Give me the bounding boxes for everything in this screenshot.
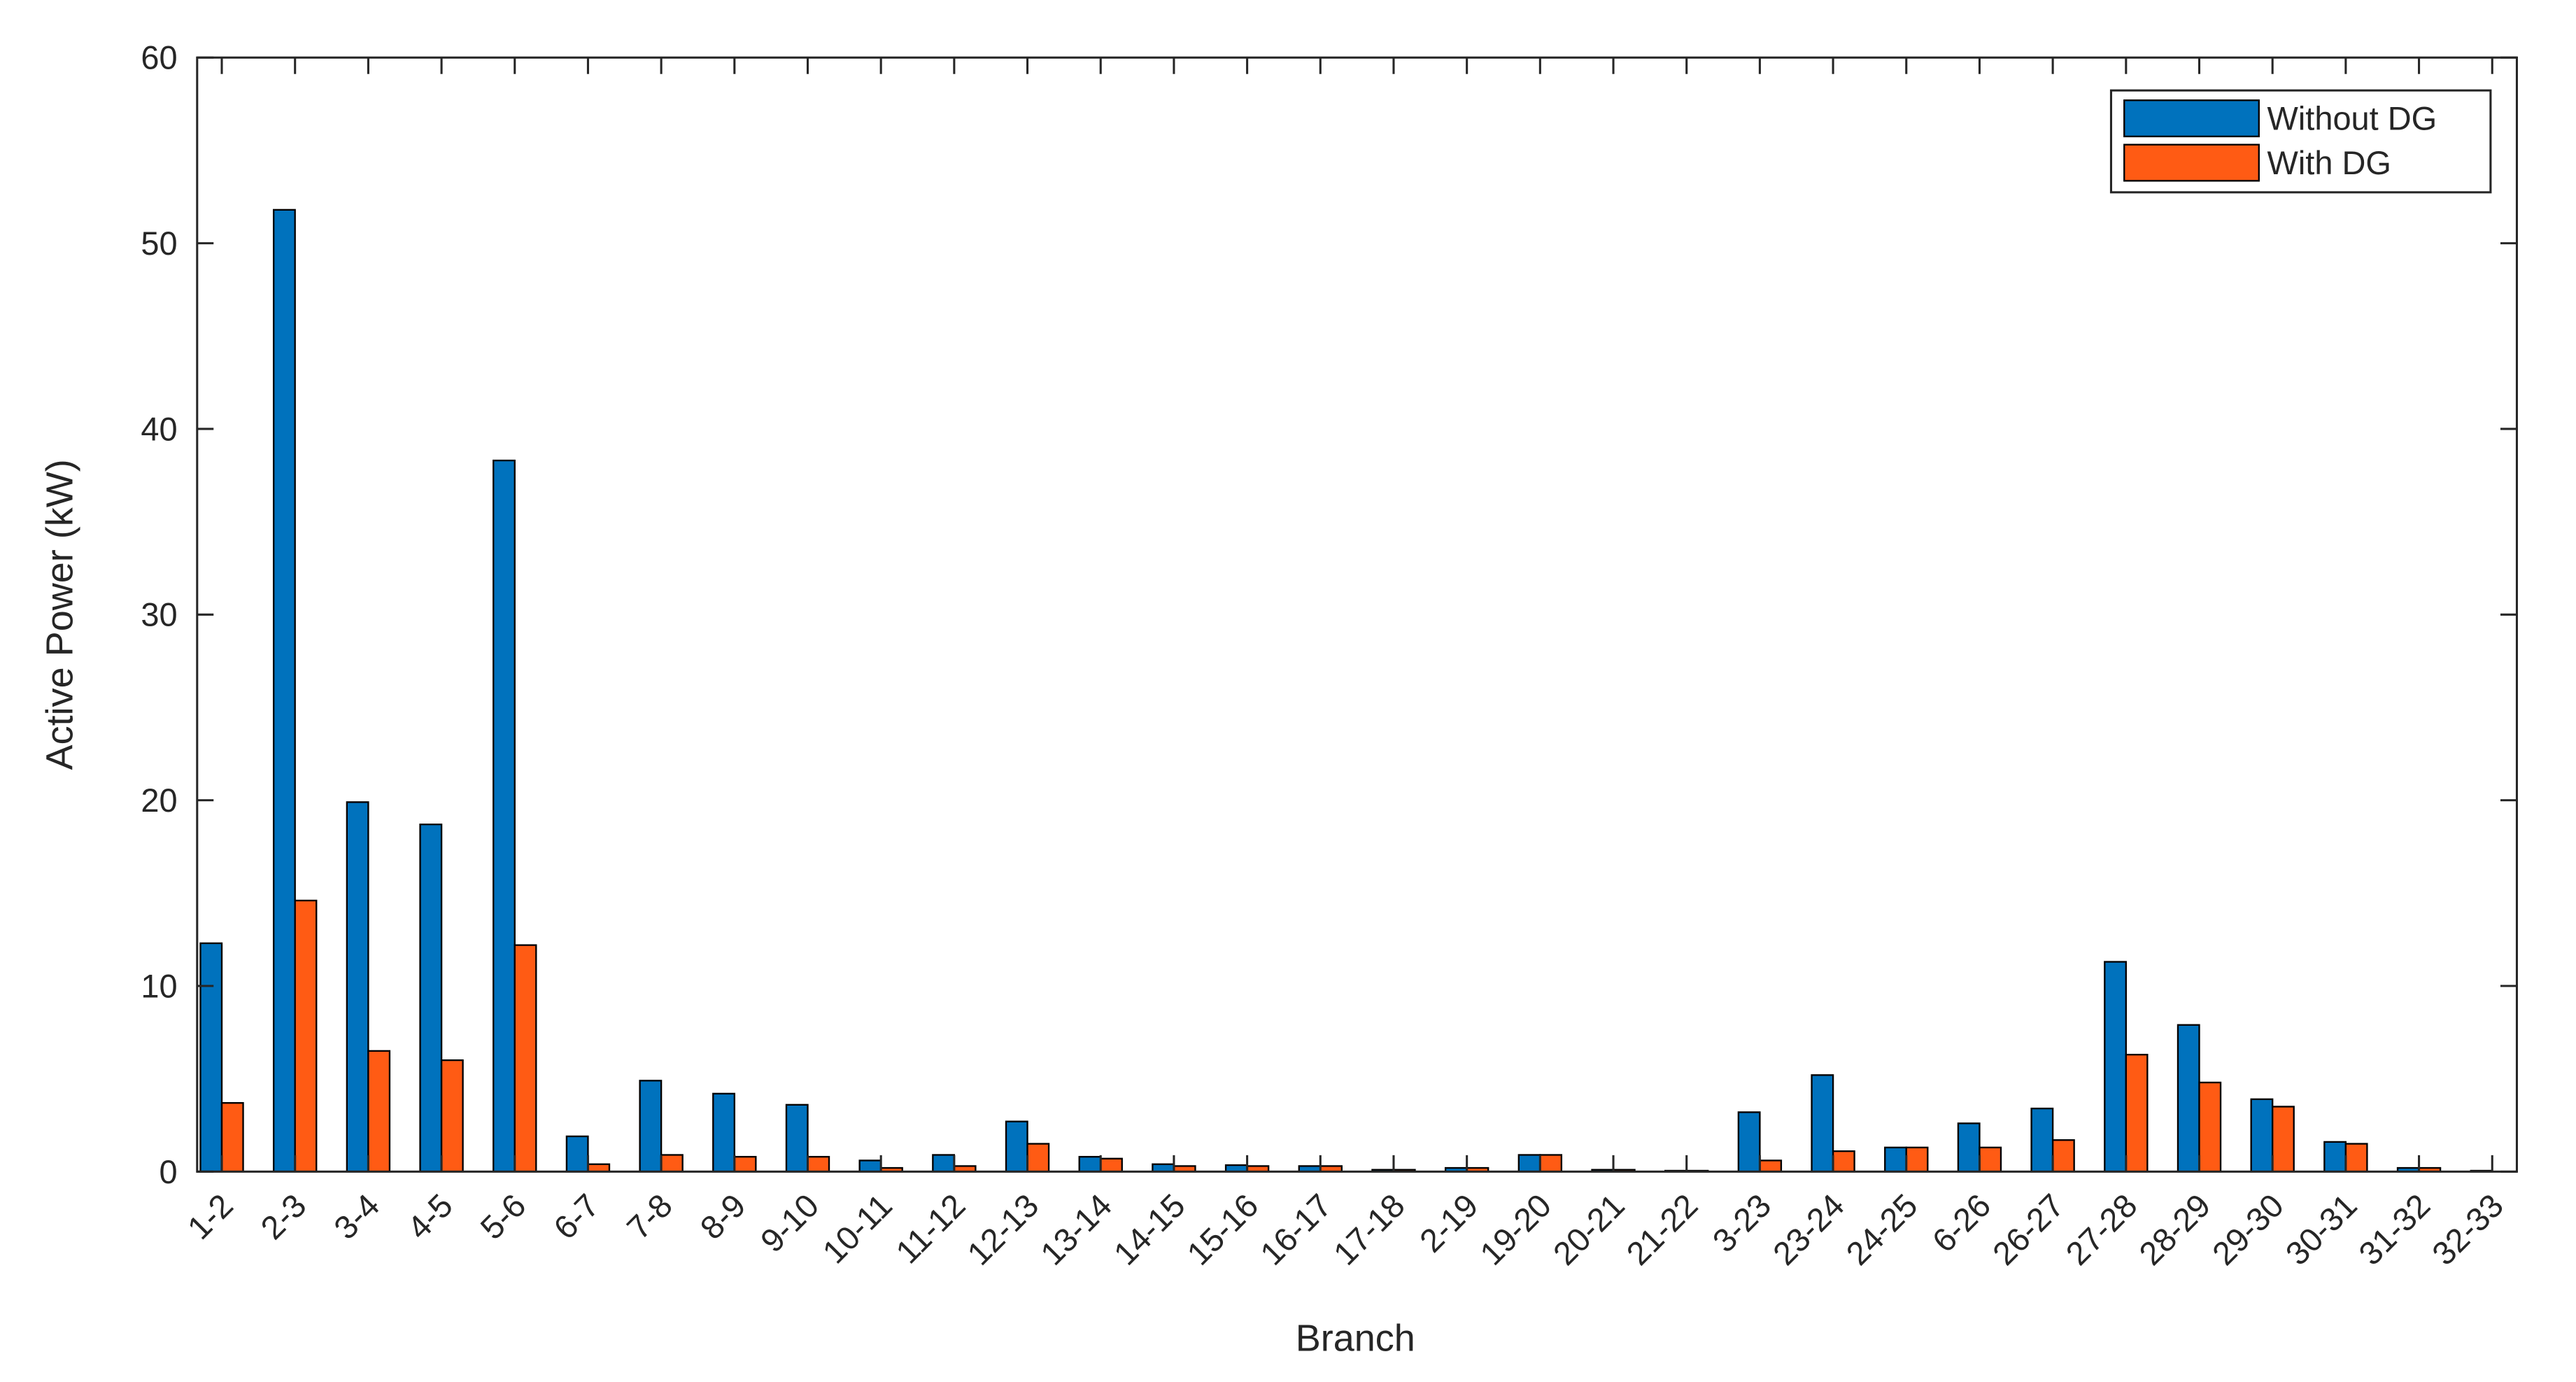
x-tick-label: 12-13 <box>960 1187 1045 1272</box>
bar <box>807 1155 830 1173</box>
bar <box>712 1092 735 1173</box>
bar <box>367 1050 391 1173</box>
bar <box>220 1101 244 1173</box>
bar <box>1517 1154 1541 1173</box>
bar <box>660 1154 684 1173</box>
x-tick-label: 6-7 <box>546 1187 606 1246</box>
bar <box>2030 1107 2054 1173</box>
bar <box>2272 1106 2295 1173</box>
x-tick-label: 14-15 <box>1106 1187 1191 1272</box>
bar <box>1979 1146 2002 1173</box>
x-tick-label: 26-27 <box>1986 1187 2071 1272</box>
bar <box>858 1159 882 1173</box>
x-tick-label: 4-5 <box>399 1187 459 1246</box>
bar <box>785 1104 809 1173</box>
bar <box>1539 1154 1563 1173</box>
plot-frame <box>196 56 2518 1173</box>
bar <box>272 209 296 1173</box>
y-tick-label: 30 <box>141 596 177 633</box>
bar <box>1884 1146 1907 1173</box>
x-tick-label: 2-19 <box>1413 1187 1485 1260</box>
x-tick-label: 3-4 <box>327 1187 386 1246</box>
y-tick-label: 60 <box>141 39 177 76</box>
x-tick-label: 28-29 <box>2132 1187 2217 1272</box>
bar <box>2344 1143 2368 1173</box>
x-tick-label: 29-30 <box>2205 1187 2291 1272</box>
bar <box>2125 1054 2149 1173</box>
bar <box>294 899 318 1173</box>
bar <box>1152 1163 1175 1173</box>
bar <box>2104 961 2127 1173</box>
bar <box>199 942 223 1173</box>
bar <box>346 801 369 1173</box>
bar <box>2051 1139 2075 1173</box>
bar <box>1759 1159 1783 1173</box>
bar <box>493 459 516 1173</box>
x-tick-label: 2-3 <box>253 1187 313 1246</box>
bar <box>1100 1157 1123 1173</box>
x-tick-label: 10-11 <box>815 1187 899 1271</box>
x-tick-label: 8-9 <box>693 1187 752 1246</box>
x-tick-label: 1-2 <box>180 1187 239 1246</box>
x-tick-label: 21-22 <box>1619 1187 1704 1272</box>
x-tick-label: 31-32 <box>2351 1187 2437 1272</box>
x-tick-label: 5-6 <box>473 1187 532 1246</box>
x-tick-label: 6-26 <box>1925 1187 1997 1260</box>
x-tick-label: 15-16 <box>1180 1187 1265 1272</box>
x-tick-label: 27-28 <box>2058 1187 2144 1272</box>
y-axis-label: Active Power (kW) <box>38 459 80 770</box>
x-tick-label: 3-23 <box>1705 1187 1778 1260</box>
legend-swatch <box>2123 99 2260 138</box>
y-tick-label: 40 <box>141 410 177 447</box>
x-tick-label: 20-21 <box>1545 1187 1631 1272</box>
bar <box>2323 1141 2347 1173</box>
bar <box>1005 1120 1028 1173</box>
x-tick-label: 17-18 <box>1326 1187 1411 1272</box>
x-tick-label: 7-8 <box>620 1187 679 1246</box>
bar <box>932 1154 956 1173</box>
bar <box>1026 1143 1050 1173</box>
bar <box>419 823 443 1173</box>
x-tick-label: 30-31 <box>2278 1187 2363 1272</box>
legend-label: Without DG <box>2267 100 2437 137</box>
x-tick-label: 11-12 <box>889 1187 972 1271</box>
bar <box>733 1155 757 1173</box>
bar <box>1078 1155 1102 1173</box>
bar <box>1905 1146 1929 1173</box>
x-tick-label: 19-20 <box>1473 1187 1558 1272</box>
x-tick-label: 24-25 <box>1839 1187 1924 1272</box>
bar <box>2177 1024 2200 1173</box>
bar <box>440 1059 464 1173</box>
legend-swatch <box>2123 143 2260 182</box>
y-tick-label: 10 <box>141 967 177 1004</box>
bar <box>1811 1074 1834 1173</box>
bar <box>2250 1098 2274 1173</box>
bar <box>2198 1081 2222 1173</box>
bar <box>565 1135 589 1173</box>
x-tick-label: 13-14 <box>1033 1187 1119 1272</box>
bar <box>514 944 537 1173</box>
bar <box>1832 1150 1855 1173</box>
legend-label: With DG <box>2267 144 2391 181</box>
bar <box>1957 1122 1981 1173</box>
bar <box>639 1080 663 1173</box>
x-tick-label: 23-24 <box>1766 1187 1851 1272</box>
x-axis-label: Branch <box>1296 1317 1415 1359</box>
x-tick-label: 9-10 <box>753 1187 826 1260</box>
x-tick-label: 32-33 <box>2425 1187 2510 1272</box>
bar <box>1737 1111 1761 1173</box>
y-tick-label: 20 <box>141 782 177 819</box>
x-tick-label: 16-17 <box>1253 1187 1338 1272</box>
y-tick-label: 0 <box>159 1153 177 1190</box>
bar <box>587 1163 611 1173</box>
y-tick-label: 50 <box>141 225 177 262</box>
